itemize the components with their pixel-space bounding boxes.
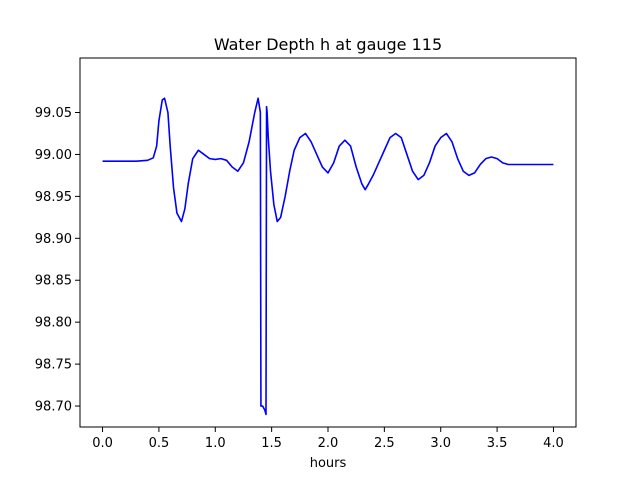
x-tick-label: 0.0: [92, 436, 113, 451]
series-line: [102, 97, 554, 416]
y-tick-label: 98.95: [35, 190, 72, 205]
x-tick-label: 0.5: [149, 436, 170, 451]
x-tick-label: 3.0: [430, 436, 451, 451]
x-tick-label: 2.5: [374, 436, 395, 451]
x-tick-label: 4.0: [543, 436, 564, 451]
y-axis: 98.70 98.75 98.80 98.85 98.90 98.95 99.00 99.05: [35, 106, 80, 415]
x-tick-label: 2.0: [318, 436, 339, 451]
x-tick-label: 3.5: [487, 436, 508, 451]
x-tick-label: 1.5: [261, 436, 282, 451]
y-tick-label: 98.85: [35, 274, 72, 289]
y-tick-label: 99.05: [35, 106, 72, 121]
y-tick-label: 98.75: [35, 358, 72, 373]
chart-title: Water Depth h at gauge 115: [214, 35, 442, 54]
y-tick-label: 99.00: [35, 148, 72, 163]
y-tick-label: 98.80: [35, 316, 72, 331]
y-tick-label: 98.70: [35, 400, 72, 415]
x-axis: 0.0 0.5 1.0 1.5 2.0 2.5 3.0 3.5 4.0: [92, 427, 564, 451]
x-axis-label: hours: [310, 456, 347, 471]
x-tick-label: 1.0: [205, 436, 226, 451]
y-tick-label: 98.90: [35, 232, 72, 247]
